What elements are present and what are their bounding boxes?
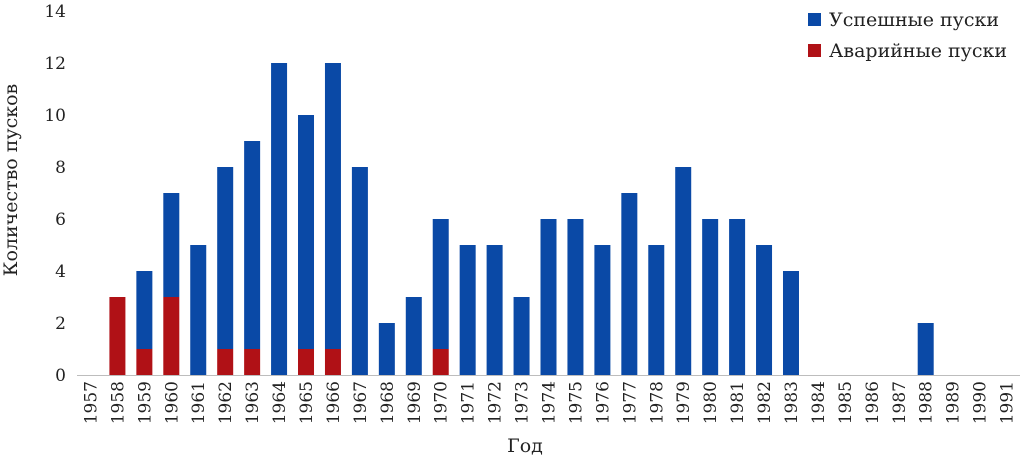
x-tick-label: 1975 — [566, 381, 586, 424]
y-tick-label: 8 — [55, 158, 66, 178]
y-tick-label: 4 — [55, 262, 66, 282]
bar-segment — [621, 193, 638, 375]
bar-segment — [324, 349, 341, 375]
x-tick-label: 1981 — [728, 381, 748, 424]
bar-segment — [190, 245, 207, 375]
bar-segment — [405, 297, 422, 375]
y-axis-title: Количество пусков — [0, 84, 22, 277]
x-tick-label: 1958 — [108, 381, 128, 424]
x-tick-label: 1980 — [701, 381, 721, 424]
x-tick-label: 1985 — [836, 381, 856, 424]
x-tick-label: 1972 — [486, 381, 506, 424]
bar-segment — [432, 219, 449, 349]
legend-swatch — [808, 13, 821, 26]
bar-segment — [540, 219, 557, 375]
x-tick-label: 1963 — [243, 381, 263, 424]
x-tick-label: 1961 — [189, 381, 209, 424]
bar-segment — [136, 271, 153, 349]
bar-segment — [136, 349, 153, 375]
bar-segment — [702, 219, 719, 375]
y-tick-label: 6 — [55, 210, 66, 230]
x-tick-label: 1971 — [459, 381, 479, 424]
x-tick-label: 1966 — [324, 381, 344, 424]
y-tick-label: 2 — [55, 314, 66, 334]
legend: Успешные пуски Аварийные пуски — [808, 9, 1007, 62]
y-axis-ticks: 0 2 4 6 8 10 12 14 — [44, 2, 66, 386]
x-tick-label: 1986 — [863, 381, 883, 424]
x-tick-label: 1973 — [513, 381, 533, 424]
bar-segment — [648, 245, 665, 375]
bar-segment — [459, 245, 476, 375]
x-tick-label: 1962 — [216, 381, 236, 424]
x-tick-label: 1974 — [540, 381, 560, 424]
x-tick-label: 1983 — [782, 381, 802, 424]
legend-swatch — [808, 44, 821, 57]
x-tick-label: 1965 — [297, 381, 317, 424]
x-axis-ticks: 1957 1958 1959 1960 1961 1962 1963 1964 1965 1966… — [81, 381, 1017, 424]
bar-segment — [163, 193, 180, 297]
bar-segment — [378, 323, 395, 375]
bar-segment — [298, 349, 315, 375]
bar-segment — [163, 297, 180, 375]
x-tick-label: 1967 — [351, 381, 371, 424]
bar-segment — [244, 141, 261, 349]
y-tick-label: 10 — [44, 106, 66, 126]
bar-segment — [567, 219, 584, 375]
legend-label: Аварийные пуски — [829, 40, 1007, 62]
x-tick-label: 1990 — [971, 381, 991, 424]
bar-segment — [271, 63, 288, 375]
x-tick-label: 1960 — [162, 381, 182, 424]
bar-segment — [675, 167, 692, 375]
x-tick-label: 1957 — [81, 381, 101, 424]
legend-label: Успешные пуски — [829, 9, 999, 31]
x-tick-label: 1989 — [944, 381, 964, 424]
x-tick-label: 1968 — [378, 381, 398, 424]
x-axis-title: Год — [507, 435, 543, 457]
bar-segment — [217, 349, 234, 375]
y-tick-label: 0 — [55, 366, 66, 386]
x-tick-label: 1984 — [809, 381, 829, 424]
bar-segment — [917, 323, 934, 375]
x-tick-label: 1976 — [593, 381, 613, 424]
x-tick-label: 1964 — [270, 381, 290, 424]
x-tick-label: 1987 — [890, 381, 910, 424]
x-tick-label: 1970 — [432, 381, 452, 424]
x-tick-label: 1979 — [674, 381, 694, 424]
bar-segment — [324, 63, 341, 349]
x-tick-label: 1982 — [755, 381, 775, 424]
bar-segment — [432, 349, 449, 375]
bar-segment — [109, 297, 126, 375]
x-tick-label: 1977 — [620, 381, 640, 424]
x-tick-label: 1988 — [917, 381, 937, 424]
x-tick-label: 1978 — [647, 381, 667, 424]
bar-segment — [756, 245, 773, 375]
y-tick-label: 14 — [44, 2, 66, 22]
bars — [109, 63, 934, 375]
bar-segment — [217, 167, 234, 349]
x-tick-label: 1969 — [405, 381, 425, 424]
bar-segment — [351, 167, 368, 375]
x-tick-label: 1991 — [998, 381, 1018, 424]
bar-segment — [298, 115, 315, 349]
bar-segment — [244, 349, 261, 375]
bar-segment — [782, 271, 799, 375]
bar-segment — [486, 245, 503, 375]
x-tick-label: 1959 — [135, 381, 155, 424]
bar-segment — [513, 297, 530, 375]
y-tick-label: 12 — [44, 54, 66, 74]
bar-segment — [729, 219, 746, 375]
bar-segment — [594, 245, 611, 375]
